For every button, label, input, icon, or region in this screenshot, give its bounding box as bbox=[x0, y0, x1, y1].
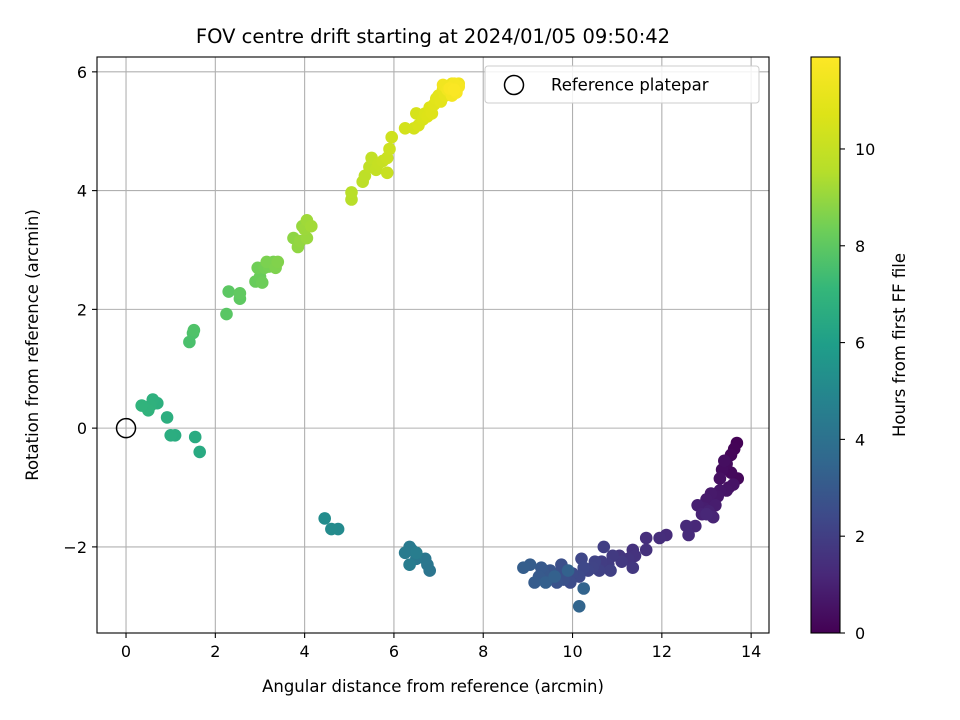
x-tick-label: 14 bbox=[741, 642, 761, 661]
scatter-point bbox=[271, 255, 285, 269]
scatter-point bbox=[548, 570, 561, 583]
scatter-point bbox=[604, 564, 617, 577]
scatter-point bbox=[700, 507, 713, 521]
scatter-point bbox=[577, 582, 590, 595]
data-points bbox=[135, 77, 744, 613]
legend: Reference platepar bbox=[484, 65, 760, 104]
x-tick-label: 4 bbox=[300, 642, 310, 661]
scatter-point bbox=[380, 166, 394, 180]
colorbar-gradient bbox=[810, 56, 841, 634]
scatter-point bbox=[135, 399, 148, 412]
scatter-point bbox=[187, 323, 201, 337]
scatter-point bbox=[517, 561, 530, 574]
scatter-point bbox=[615, 555, 628, 568]
colorbar-tick-label: 4 bbox=[855, 430, 865, 449]
scatter-point bbox=[398, 122, 412, 135]
y-tick-label: 0 bbox=[77, 419, 87, 438]
y-tick-label: 6 bbox=[77, 63, 87, 82]
scatter-point bbox=[528, 576, 541, 589]
legend-marker bbox=[503, 74, 525, 96]
scatter-point bbox=[325, 522, 338, 536]
scatter-point bbox=[345, 186, 358, 199]
scatter-point bbox=[639, 531, 653, 545]
scatter-point bbox=[222, 285, 235, 298]
x-axis-label: Angular distance from reference (arcmin) bbox=[262, 677, 604, 696]
colorbar-ticks: 0 2 4 6 8 10 bbox=[840, 140, 875, 643]
scatter-point bbox=[682, 528, 695, 542]
scatter-point bbox=[418, 552, 432, 566]
scatter-point bbox=[447, 83, 461, 96]
scatter-point bbox=[689, 519, 702, 533]
chart-title: FOV centre drift starting at 2024/01/05 … bbox=[196, 25, 670, 48]
colorbar-tick-label: 2 bbox=[855, 527, 865, 546]
scatter-point bbox=[561, 564, 575, 577]
plot-frame bbox=[96, 56, 770, 634]
scatter-point bbox=[260, 255, 274, 269]
x-tick-label: 6 bbox=[389, 642, 399, 661]
scatter-point bbox=[383, 142, 396, 156]
grid bbox=[97, 57, 769, 633]
scatter-point bbox=[318, 512, 332, 525]
scatter-point bbox=[385, 130, 399, 144]
x-tick-label: 8 bbox=[478, 642, 488, 661]
colorbar-tick-label: 10 bbox=[855, 140, 875, 159]
y-tick-label: 2 bbox=[77, 300, 87, 319]
legend-entry-reference-platepar: Reference platepar bbox=[551, 76, 709, 95]
scatter-point bbox=[626, 561, 640, 574]
y-axis-ticks: −2 0 2 4 6 bbox=[63, 63, 97, 557]
scatter-point bbox=[233, 287, 247, 300]
colorbar-label: Hours from first FF file bbox=[890, 253, 909, 437]
colorbar-tick-label: 0 bbox=[855, 624, 865, 643]
scatter-point bbox=[255, 276, 269, 289]
scatter-point bbox=[160, 411, 174, 424]
scatter-point bbox=[188, 430, 202, 444]
reference-platepar-marker bbox=[115, 417, 137, 439]
x-tick-label: 0 bbox=[121, 642, 131, 661]
scatter-point bbox=[713, 472, 727, 485]
x-tick-label: 10 bbox=[562, 642, 582, 661]
scatter-point bbox=[639, 543, 653, 557]
scatter-point bbox=[410, 546, 423, 560]
scatter-point bbox=[653, 531, 666, 545]
colorbar-tick-label: 6 bbox=[855, 334, 865, 353]
scatter-point bbox=[398, 546, 412, 560]
scatter-point bbox=[403, 558, 416, 571]
scatter-point bbox=[572, 600, 586, 613]
scatter-point bbox=[164, 429, 177, 442]
x-tick-label: 12 bbox=[652, 642, 672, 661]
scatter-point bbox=[305, 219, 318, 233]
scatter-point bbox=[220, 307, 233, 321]
scatter-point bbox=[718, 454, 731, 468]
scatter-point bbox=[597, 540, 611, 554]
y-tick-label: −2 bbox=[63, 538, 87, 557]
x-axis-ticks: 0 2 4 6 8 10 12 14 bbox=[121, 633, 761, 661]
scatter-point bbox=[193, 445, 206, 459]
y-axis-label: Rotation from reference (arcmin) bbox=[23, 209, 42, 481]
legend-box bbox=[484, 65, 760, 104]
colorbar: 0 2 4 6 8 10 Hours from first FF file bbox=[810, 56, 909, 643]
y-tick-label: 4 bbox=[77, 182, 87, 201]
x-tick-label: 2 bbox=[210, 642, 220, 661]
scatter-point bbox=[539, 576, 552, 589]
colorbar-tick-label: 8 bbox=[855, 237, 865, 256]
